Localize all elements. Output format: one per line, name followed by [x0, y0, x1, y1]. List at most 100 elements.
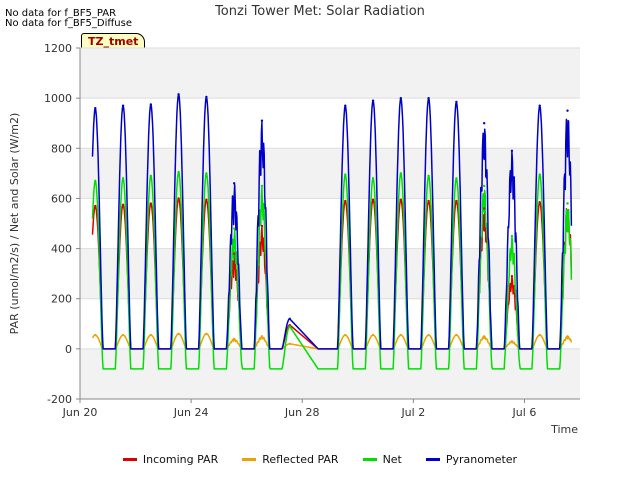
peak-point-net — [399, 172, 403, 175]
peak-point-incoming-par — [344, 199, 347, 203]
peak-point-pyranometer — [482, 122, 486, 125]
peak-point-incoming-par — [455, 199, 458, 203]
peak-point-reflected-par — [566, 335, 569, 338]
peak-point-net — [121, 177, 125, 180]
peak-point-net — [455, 177, 458, 180]
peak-point-reflected-par — [371, 333, 375, 337]
x-tick-label: Jun 20 — [62, 406, 98, 419]
peak-point-net — [260, 184, 264, 188]
x-tick-label: Jul 2 — [400, 406, 425, 419]
peak-point-incoming-par — [205, 198, 208, 201]
no-data-note-par: No data for f_BF5_PAR — [5, 8, 117, 19]
peak-point-net — [566, 202, 569, 205]
y-tick-label: 800 — [51, 142, 72, 155]
y-tick-label: 200 — [51, 293, 72, 306]
peak-point-net — [288, 325, 291, 328]
peak-point-reflected-par — [205, 332, 208, 336]
peak-point-reflected-par — [399, 333, 403, 337]
peak-point-pyranometer — [455, 100, 458, 104]
legend-label-net: Net — [382, 453, 402, 466]
legend-item-incoming-par: Incoming PAR — [122, 453, 219, 466]
peak-point-pyranometer — [427, 96, 430, 100]
peak-point-incoming-par — [371, 198, 375, 201]
grid-band — [80, 48, 580, 99]
peak-point-incoming-par — [427, 199, 430, 203]
peak-point-net — [482, 184, 486, 188]
legend-item-pyranometer: Pyranometer — [425, 453, 518, 466]
peak-point-pyranometer — [232, 182, 236, 185]
peak-point-reflected-par — [149, 333, 153, 337]
peak-point-net — [94, 179, 97, 183]
peak-point-reflected-par — [455, 333, 458, 337]
legend-swatch-pyranometer — [425, 458, 440, 461]
x-axis-label: Time — [550, 423, 578, 436]
peak-point-reflected-par — [344, 333, 347, 337]
peak-point-net — [427, 174, 430, 178]
y-tick-label: 0 — [65, 343, 72, 356]
peak-point-pyranometer — [121, 104, 125, 107]
peak-point-net — [232, 227, 236, 230]
series-line-pyranometer — [91, 93, 573, 350]
peak-point-pyranometer — [510, 149, 514, 152]
legend-swatch-reflected-par — [242, 458, 257, 461]
peak-point-incoming-par — [260, 224, 264, 228]
peak-point-net — [177, 170, 180, 174]
peak-point-pyranometer — [177, 93, 180, 96]
peak-point-pyranometer — [149, 103, 153, 106]
x-tick-label: Jul 6 — [512, 406, 537, 419]
legend-label-incoming-par: Incoming PAR — [142, 453, 219, 466]
peak-point-net — [538, 173, 541, 176]
peak-point-reflected-par — [177, 332, 180, 336]
peak-point-reflected-par — [232, 337, 236, 341]
peak-point-incoming-par — [232, 252, 236, 255]
peak-point-reflected-par — [121, 333, 125, 337]
peak-point-incoming-par — [121, 203, 125, 206]
legend-label-reflected-par: Reflected PAR — [262, 453, 339, 466]
peak-point-reflected-par — [538, 333, 541, 337]
grid-band — [80, 148, 580, 199]
site-tag: TZ_tmet — [81, 33, 146, 50]
x-tick-label: Jun 28 — [284, 406, 320, 419]
peak-point-incoming-par — [94, 204, 97, 208]
peak-point-incoming-par — [399, 198, 403, 201]
y-tick-label: 1000 — [44, 92, 72, 105]
peak-point-pyranometer — [566, 109, 569, 112]
peak-point-incoming-par — [482, 207, 486, 210]
peak-point-pyranometer — [538, 104, 541, 107]
peak-point-net — [510, 234, 514, 238]
y-tick-label: 600 — [51, 192, 72, 205]
y-tick-label: 400 — [51, 243, 72, 256]
peak-point-incoming-par — [149, 202, 153, 205]
peak-point-net — [344, 173, 347, 176]
legend-swatch-net — [362, 458, 377, 461]
y-tick-label: -200 — [47, 393, 72, 406]
peak-point-pyranometer — [260, 119, 264, 122]
legend-item-reflected-par: Reflected PAR — [242, 453, 339, 466]
y-tick-label: 1200 — [44, 42, 72, 55]
peak-point-reflected-par — [510, 340, 514, 343]
peak-point-net — [205, 172, 208, 175]
peak-point-reflected-par — [94, 333, 97, 337]
peak-point-incoming-par — [538, 200, 541, 204]
legend-swatch-incoming-par — [122, 458, 137, 461]
peak-point-pyranometer — [205, 95, 208, 99]
legend-label-pyranometer: Pyranometer — [445, 453, 518, 466]
peak-point-incoming-par — [510, 274, 514, 278]
series-line-net — [91, 171, 573, 370]
peak-point-pyranometer — [371, 99, 375, 102]
legend-item-net: Net — [362, 453, 402, 466]
peak-point-pyranometer — [399, 96, 403, 100]
chart-title: Tonzi Tower Met: Solar Radiation — [215, 4, 425, 19]
peak-point-reflected-par — [482, 335, 486, 338]
grid-band — [80, 248, 580, 299]
peak-point-net — [149, 174, 153, 178]
peak-point-incoming-par — [177, 197, 180, 200]
x-tick-label: Jun 24 — [173, 406, 209, 419]
no-data-note-diffuse: No data for f_BF5_Diffuse — [5, 18, 132, 29]
peak-point-reflected-par — [260, 335, 264, 338]
peak-point-net — [371, 177, 375, 180]
grid-band — [80, 348, 580, 399]
peak-point-reflected-par — [288, 342, 291, 346]
peak-point-pyranometer — [288, 317, 291, 320]
